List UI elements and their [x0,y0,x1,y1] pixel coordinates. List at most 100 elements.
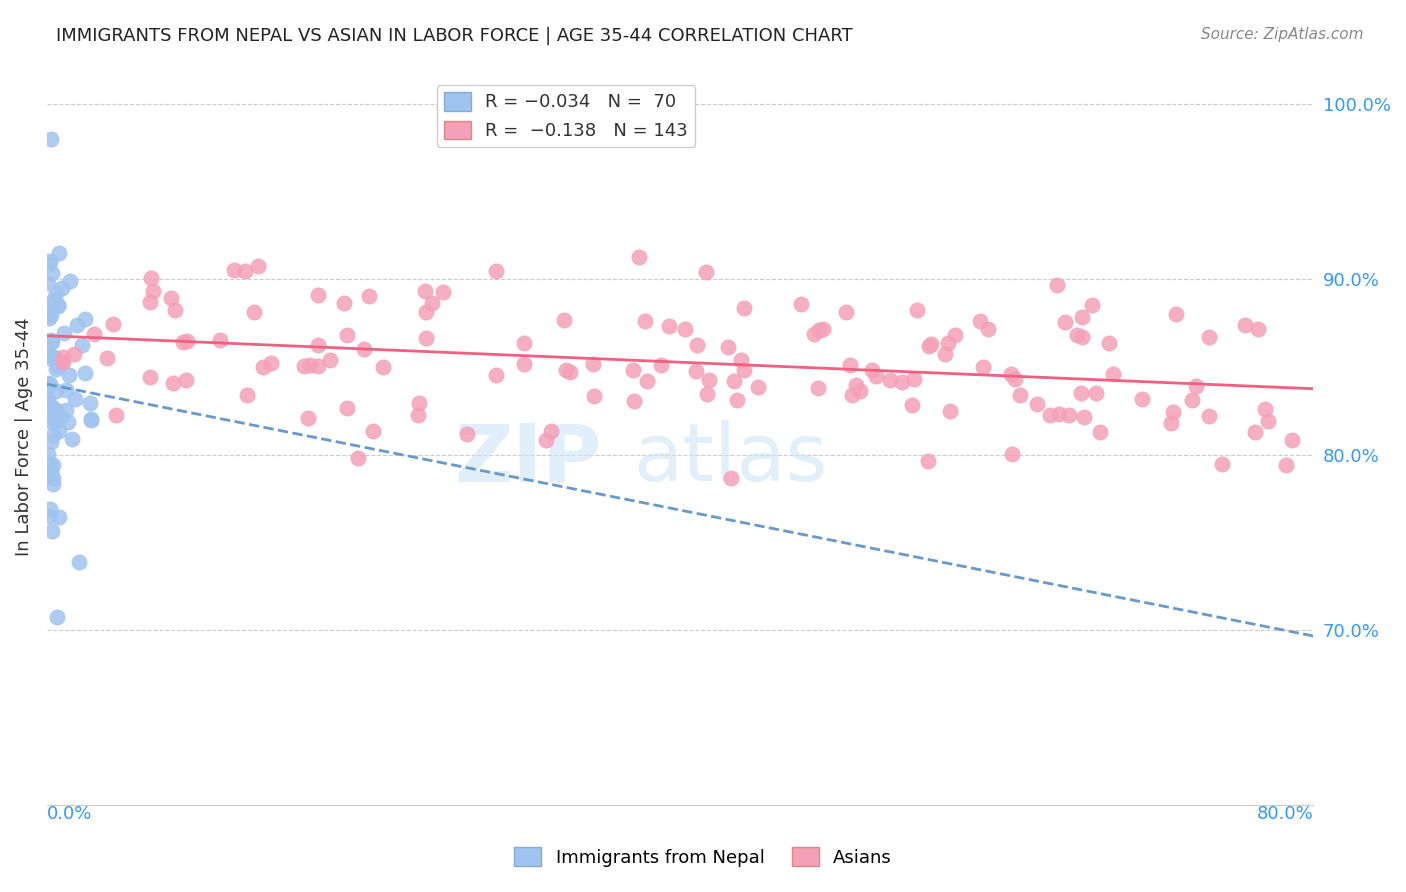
Point [361,425,384,439]
Point [79,396,101,410]
Point [38,348,60,362]
Point [38,456,60,470]
Point [920,337,942,351]
Point [432,285,454,300]
Point [1198,409,1220,424]
Point [38,304,60,318]
Point [44,414,66,428]
Point [553,313,575,327]
Point [485,368,508,383]
Text: ZIP: ZIP [454,420,602,498]
Text: atlas: atlas [634,420,828,498]
Point [48,246,70,260]
Point [52,326,75,341]
Point [45,285,67,300]
Point [943,327,966,342]
Point [415,305,437,319]
Point [307,359,329,373]
Point [839,358,862,372]
Point [697,373,720,387]
Point [172,335,194,350]
Point [1181,393,1204,408]
Point [1001,447,1024,461]
Point [513,357,536,371]
Point [46,298,69,312]
Point [406,409,429,423]
Point [45,384,67,398]
Point [1071,329,1094,343]
Point [1004,372,1026,386]
Point [807,381,830,395]
Point [299,359,322,373]
Point [860,363,883,377]
Point [972,359,994,374]
Point [142,284,165,298]
Point [685,338,707,352]
Point [252,359,274,374]
Point [1247,322,1270,336]
Point [42,292,65,306]
Point [808,323,831,337]
Point [45,403,67,417]
Point [1073,409,1095,424]
Point [841,388,863,402]
Point [1008,387,1031,401]
Legend: Immigrants from Nepal, Asians: Immigrants from Nepal, Asians [508,840,898,874]
Point [72,337,94,351]
Y-axis label: In Labor Force | Age 35-44: In Labor Force | Age 35-44 [15,318,32,557]
Point [37,404,59,418]
Point [39,465,62,479]
Point [560,365,582,379]
Point [96,351,118,365]
Point [233,264,256,278]
Point [37,447,59,461]
Point [307,288,329,302]
Point [41,334,63,348]
Point [723,374,745,388]
Point [41,458,63,472]
Point [865,369,887,384]
Point [42,471,65,485]
Point [246,259,269,273]
Point [623,393,645,408]
Point [658,318,681,333]
Point [1185,378,1208,392]
Point [41,468,63,483]
Point [422,295,444,310]
Point [52,350,75,364]
Point [336,328,359,343]
Point [73,312,96,326]
Point [260,356,283,370]
Point [308,337,330,351]
Point [1046,277,1069,292]
Point [44,350,66,364]
Point [209,333,232,347]
Point [56,415,79,429]
Point [636,375,658,389]
Point [1254,401,1277,416]
Point [627,251,650,265]
Point [41,524,63,538]
Point [1198,330,1220,344]
Point [540,424,562,438]
Point [37,460,59,475]
Point [38,347,60,361]
Point [905,303,928,318]
Point [917,454,939,468]
Point [174,373,197,387]
Point [969,314,991,328]
Point [37,376,59,390]
Point [1160,416,1182,430]
Point [747,380,769,394]
Point [1054,315,1077,329]
Point [41,266,63,280]
Point [222,263,245,277]
Point [39,308,62,322]
Point [1071,310,1094,325]
Point [1057,408,1080,422]
Point [41,400,63,414]
Point [634,314,657,328]
Point [101,317,124,331]
Legend: R = −0.034   N =  70, R =  −0.138   N = 143: R = −0.034 N = 70, R = −0.138 N = 143 [437,85,696,147]
Point [49,409,72,424]
